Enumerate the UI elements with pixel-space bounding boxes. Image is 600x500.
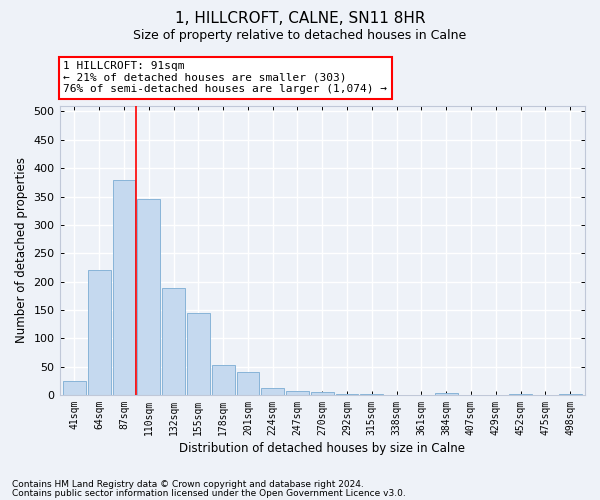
Bar xyxy=(113,180,136,395)
Y-axis label: Number of detached properties: Number of detached properties xyxy=(15,158,28,344)
Text: Size of property relative to detached houses in Calne: Size of property relative to detached ho… xyxy=(133,29,467,42)
Text: Contains HM Land Registry data © Crown copyright and database right 2024.: Contains HM Land Registry data © Crown c… xyxy=(12,480,364,489)
Bar xyxy=(236,372,259,395)
Text: Contains public sector information licensed under the Open Government Licence v3: Contains public sector information licen… xyxy=(12,488,406,498)
Bar xyxy=(361,394,383,395)
Bar xyxy=(311,392,334,395)
Bar xyxy=(63,381,86,395)
Text: 1 HILLCROFT: 91sqm
← 21% of detached houses are smaller (303)
76% of semi-detach: 1 HILLCROFT: 91sqm ← 21% of detached hou… xyxy=(63,62,387,94)
Bar xyxy=(137,200,160,395)
Bar xyxy=(187,312,210,395)
Bar xyxy=(335,394,358,395)
Bar xyxy=(88,270,110,395)
Bar xyxy=(286,391,309,395)
X-axis label: Distribution of detached houses by size in Calne: Distribution of detached houses by size … xyxy=(179,442,465,455)
Bar xyxy=(212,365,235,395)
Text: 1, HILLCROFT, CALNE, SN11 8HR: 1, HILLCROFT, CALNE, SN11 8HR xyxy=(175,11,425,26)
Bar xyxy=(509,394,532,395)
Bar xyxy=(435,393,458,395)
Bar xyxy=(559,394,581,395)
Bar xyxy=(162,288,185,395)
Bar xyxy=(261,388,284,395)
